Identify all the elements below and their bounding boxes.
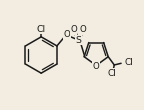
Text: O: O [93, 61, 100, 71]
Text: S: S [76, 36, 82, 45]
Text: Cl: Cl [124, 58, 133, 67]
Text: Cl: Cl [36, 25, 45, 34]
Text: O: O [64, 30, 70, 39]
Text: Cl: Cl [108, 69, 117, 78]
Text: O: O [80, 25, 86, 34]
Text: O: O [70, 25, 77, 34]
